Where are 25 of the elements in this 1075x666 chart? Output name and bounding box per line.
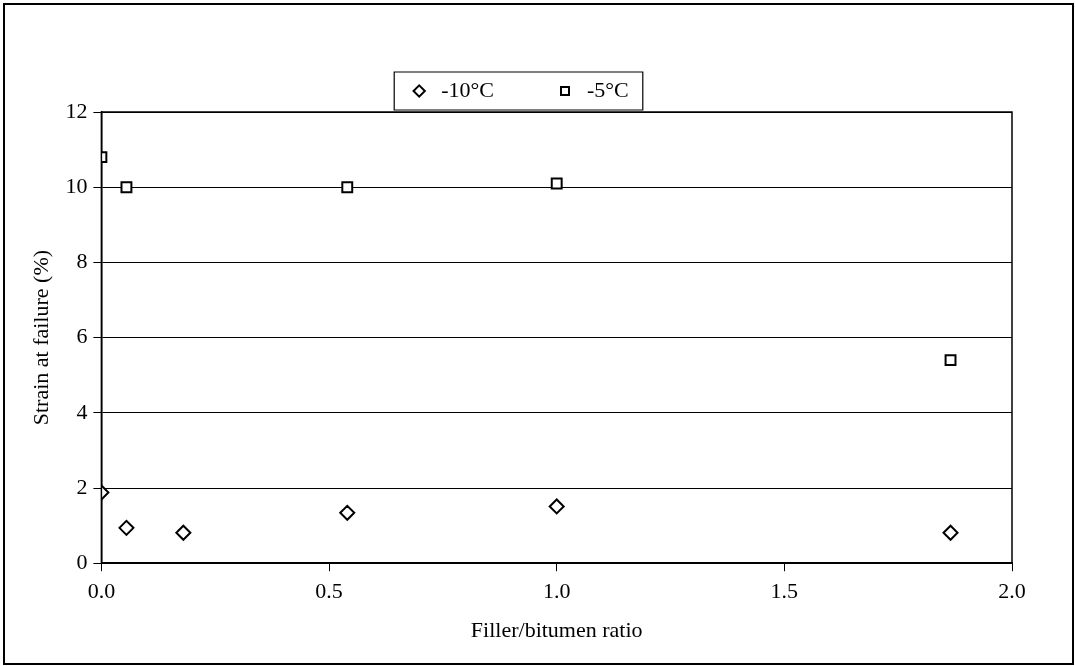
y-tick-label: 12 [65,97,88,123]
y-tick-label: 0 [76,548,88,574]
point [548,498,565,515]
point [550,177,563,190]
y-tick-label: 4 [76,398,88,424]
x-tick-label: 0.5 [315,578,343,604]
x-tick-label: 0.0 [87,578,116,604]
point [341,181,354,194]
x-tick-label: 1.5 [770,578,799,604]
point [120,181,133,194]
y-tick-label: 8 [76,248,88,274]
point [339,504,356,521]
point [942,524,959,541]
x-axis-title: Filler/bitumen ratio [470,616,643,642]
y-axis-title: Strain at failure (%) [27,249,53,426]
x-tick-label: 2.0 [998,578,1026,604]
point [944,354,957,367]
legend-label: -5°C [587,76,629,102]
y-tick-label: 2 [76,473,88,499]
legend-label: -10°C [441,76,495,102]
y-tick-label: 6 [76,323,88,349]
point [175,524,192,541]
y-tick-label: 10 [65,172,88,198]
x-tick-label: 1.0 [542,578,571,604]
point [118,519,135,536]
